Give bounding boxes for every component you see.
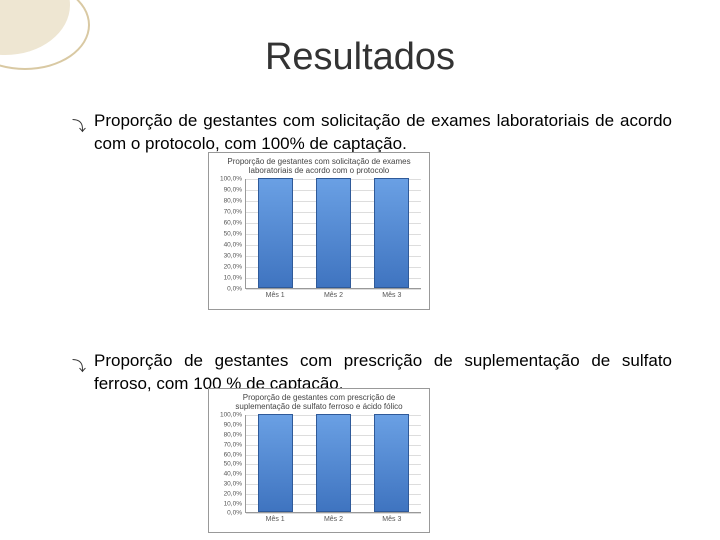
y-tick-label: 20,0% — [212, 264, 242, 271]
y-tick-label: 40,0% — [212, 242, 242, 249]
chart-exams-plot: 0,0%10,0%20,0%30,0%40,0%50,0%60,0%70,0%8… — [245, 179, 421, 289]
x-tick-label: Mês 3 — [363, 292, 421, 299]
bar — [374, 178, 409, 288]
gridline — [246, 513, 421, 514]
bullet-item-1: ⤵ Proporção de gestantes com solicitação… — [72, 110, 672, 156]
bullet-glyph-icon: ⤵ — [72, 356, 86, 376]
x-tick-label: Mês 2 — [304, 292, 362, 299]
page-title: Resultados — [0, 36, 720, 79]
y-tick-label: 60,0% — [212, 220, 242, 227]
gridline — [246, 289, 421, 290]
bullet-text-1: Proporção de gestantes com solicitação d… — [94, 110, 672, 156]
y-tick-label: 90,0% — [212, 422, 242, 429]
y-tick-label: 40,0% — [212, 471, 242, 478]
y-tick-label: 70,0% — [212, 441, 242, 448]
y-tick-label: 70,0% — [212, 209, 242, 216]
chart-supplement-title: Proporção de gestantes com prescrição de… — [209, 389, 429, 413]
y-tick-label: 30,0% — [212, 253, 242, 260]
bar — [258, 178, 293, 288]
x-tick-label: Mês 3 — [363, 516, 421, 523]
y-tick-label: 10,0% — [212, 275, 242, 282]
bar — [374, 414, 409, 512]
y-tick-label: 50,0% — [212, 461, 242, 468]
y-tick-label: 0,0% — [212, 286, 242, 293]
y-tick-label: 100,0% — [212, 176, 242, 183]
y-tick-label: 30,0% — [212, 480, 242, 487]
y-tick-label: 20,0% — [212, 490, 242, 497]
bullet-glyph-icon: ⤵ — [72, 116, 86, 136]
y-tick-label: 10,0% — [212, 500, 242, 507]
x-tick-label: Mês 1 — [246, 292, 304, 299]
x-tick-label: Mês 2 — [304, 516, 362, 523]
chart-supplement-plot: 0,0%10,0%20,0%30,0%40,0%50,0%60,0%70,0%8… — [245, 415, 421, 513]
chart-exams: Proporção de gestantes com solicitação d… — [208, 152, 430, 310]
y-tick-label: 60,0% — [212, 451, 242, 458]
y-tick-label: 90,0% — [212, 187, 242, 194]
x-tick-label: Mês 1 — [246, 516, 304, 523]
y-tick-label: 80,0% — [212, 198, 242, 205]
y-tick-label: 80,0% — [212, 431, 242, 438]
bar — [316, 414, 351, 512]
y-tick-label: 100,0% — [212, 412, 242, 419]
bar — [316, 178, 351, 288]
chart-exams-title: Proporção de gestantes com solicitação d… — [209, 153, 429, 177]
bar — [258, 414, 293, 512]
chart-supplement: Proporção de gestantes com prescrição de… — [208, 388, 430, 533]
y-tick-label: 50,0% — [212, 231, 242, 238]
y-tick-label: 0,0% — [212, 510, 242, 517]
